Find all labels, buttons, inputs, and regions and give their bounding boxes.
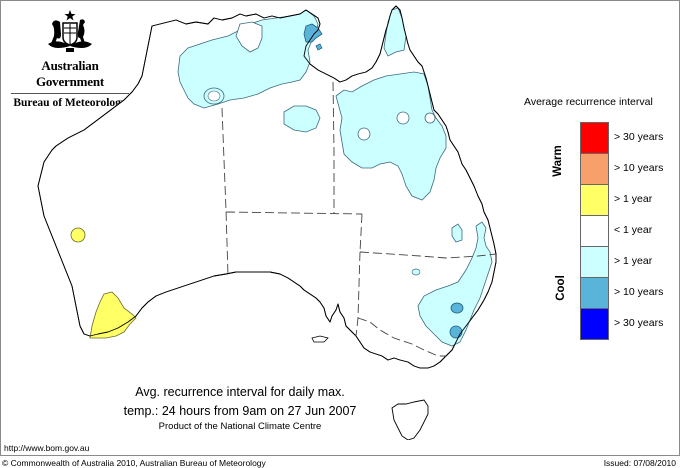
legend-label: > 10 years [614, 162, 664, 174]
neutral-hole-inner [207, 90, 221, 102]
cool-region-queensland [335, 71, 447, 201]
australia-map [37, 5, 497, 440]
government-title: Australian Government [35, 58, 105, 89]
tasmania-landmass [391, 399, 429, 440]
legend-label: > 1 year [614, 193, 653, 205]
legend-swatch-cool-30 [580, 309, 609, 340]
kangaroo-island [311, 335, 329, 343]
state-borders [221, 81, 497, 357]
cool-region-cape-york [383, 7, 407, 57]
legend-label: > 30 years [614, 131, 664, 143]
cool10-region-nsw-2 [449, 325, 463, 339]
legend-swatch-warm-30 [580, 122, 609, 154]
legend-title: Average recurrence interval [524, 96, 653, 108]
coat-of-arms-icon [48, 10, 92, 52]
caption-product: Product of the National Climate Centre [158, 421, 322, 432]
border-nt-sa [225, 211, 363, 215]
border-nsw-vic [357, 317, 446, 357]
legend-label: > 1 year [614, 255, 653, 267]
border-wa [221, 107, 229, 277]
cool10-region-arnhem [303, 23, 323, 43]
cool-region-east-strip [417, 221, 493, 347]
legend-label: > 10 years [614, 286, 664, 298]
legend-swatch-cool-10 [580, 278, 609, 309]
coastline [37, 5, 497, 369]
bom-website-link[interactable]: http://www.bom.gov.au [4, 443, 90, 453]
legend-swatch-neutral [580, 216, 609, 247]
border-nt-qld [332, 81, 335, 214]
caption-line-1: Avg. recurrence interval for daily max. [135, 385, 345, 399]
cool-region-east-dot [411, 268, 421, 276]
legend-warm-label: Warm [551, 145, 564, 177]
legend-label: < 1 year [614, 224, 653, 236]
issued-date: Issued: 07/08/2010 [603, 458, 676, 468]
legend-swatch-cool-1 [580, 247, 609, 278]
cool-region-east-small-1 [451, 223, 463, 243]
cool-region-central [283, 105, 321, 133]
border-sa-qld [359, 213, 363, 253]
cool10-region-nsw-1 [450, 302, 464, 314]
agency-title: Bureau of Meteorology [13, 97, 127, 109]
warm-region-sw-wa [89, 291, 137, 339]
header-divider [11, 93, 129, 94]
legend-cool-label: Cool [554, 275, 567, 301]
neutral-hole-qld-3 [424, 112, 436, 124]
neutral-hole-qld-1 [396, 111, 410, 125]
legend-swatch-warm-1 [580, 185, 609, 216]
border-qld-nsw [359, 251, 497, 259]
caption-line-2: temp.: 24 hours from 9am on 27 Jun 2007 [123, 404, 357, 418]
neutral-hole-nt [235, 21, 263, 53]
legend-labels: > 30 years > 10 years > 1 year < 1 year … [614, 122, 663, 339]
copyright-notice: © Commonwealth of Australia 2010, Austra… [2, 458, 266, 468]
neutral-hole-qld-2 [357, 127, 371, 141]
legend-swatch-warm-10 [580, 154, 609, 185]
legend-color-bar [580, 122, 609, 340]
agency-logo: Australian Government Bureau of Meteorol… [8, 8, 132, 109]
map-caption: Avg. recurrence interval for daily max. … [100, 383, 380, 433]
cool10-region-arnhem-islet [315, 43, 323, 51]
legend-label: > 30 years [614, 317, 664, 329]
warm-region-wa-dot [70, 227, 86, 243]
